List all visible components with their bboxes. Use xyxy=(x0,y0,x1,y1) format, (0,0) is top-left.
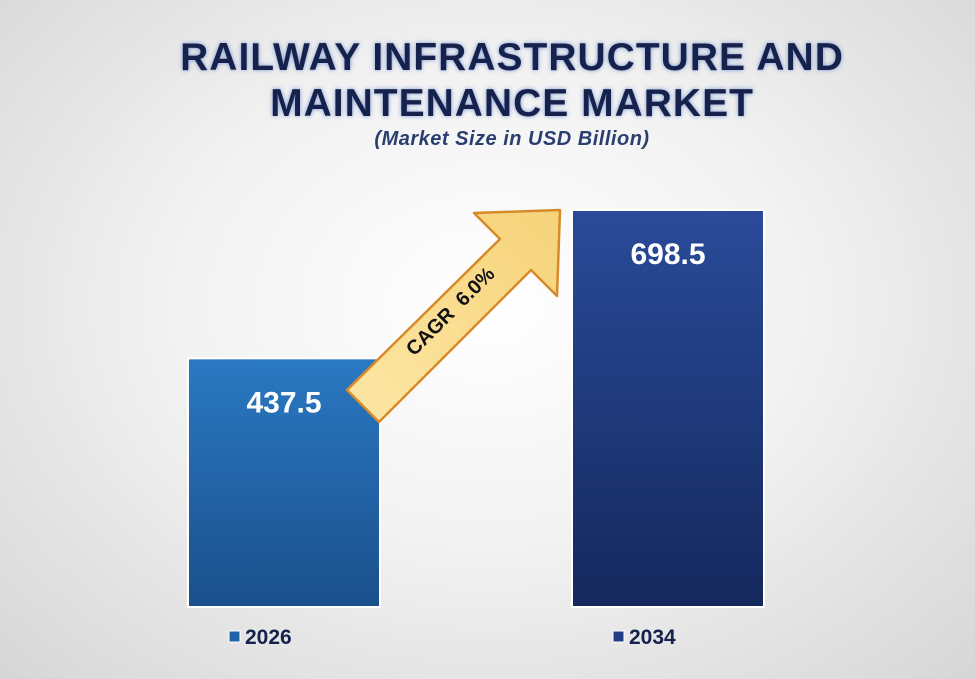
chart-subtitle: (Market Size in USD Billion) xyxy=(374,128,649,150)
cagr-arrow-shape xyxy=(345,208,562,424)
bar-2034 xyxy=(571,209,765,608)
cagr-arrow: CAGR 6.0% xyxy=(345,208,562,424)
legend: 2026 2034 xyxy=(228,626,676,649)
legend-label-2026: 2026 xyxy=(245,626,292,649)
bar-value-label-2034: 698.5 xyxy=(630,238,705,271)
chart-title-line1: RAILWAY INFRASTRUCTURE AND xyxy=(180,36,844,79)
bars-group: 437.5 698.5 xyxy=(187,209,765,608)
legend-swatch-2034 xyxy=(612,630,625,643)
chart-title-line2: MAINTENANCE MARKET xyxy=(270,82,754,125)
legend-swatch-2026 xyxy=(228,630,241,643)
bar-2026 xyxy=(187,357,381,608)
legend-label-2034: 2034 xyxy=(629,626,676,649)
bar-value-label-2026: 437.5 xyxy=(246,386,321,419)
